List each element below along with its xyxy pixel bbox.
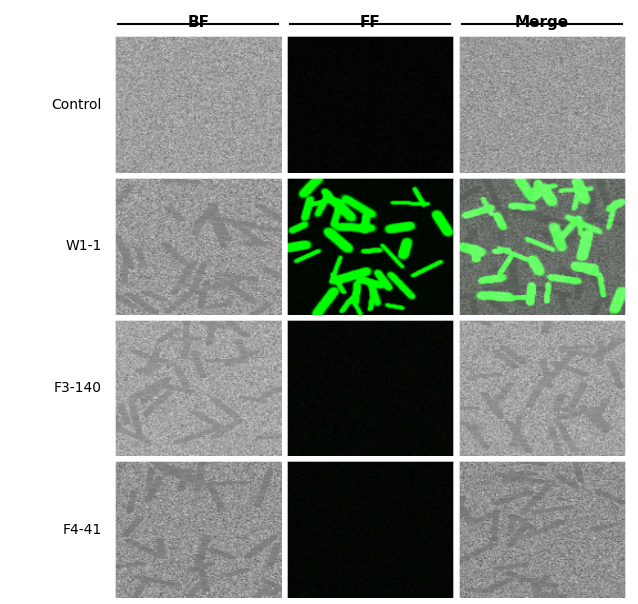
Text: Merge: Merge [515,15,569,30]
Text: BF: BF [187,15,209,30]
Text: F3-140: F3-140 [54,381,102,395]
Text: W1-1: W1-1 [66,239,102,253]
Text: FF: FF [360,15,380,30]
Text: Control: Control [52,98,102,112]
Text: F4-41: F4-41 [63,522,102,536]
